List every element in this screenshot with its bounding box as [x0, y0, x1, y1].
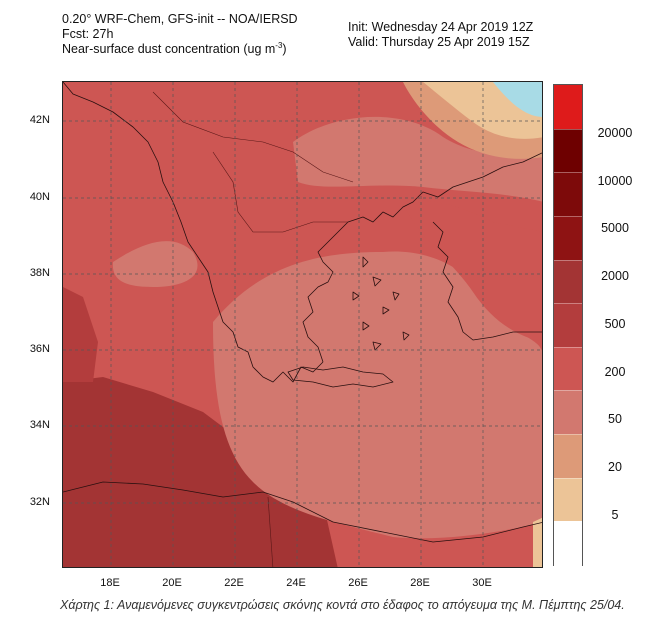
forecast-hour: Fcst: 27h: [62, 27, 114, 41]
field-missing-northeast: [493, 82, 542, 117]
coastlines: [63, 82, 542, 543]
country-borders: [152, 91, 354, 567]
lon-label-18e: 18E: [100, 577, 120, 589]
colorbar-label-20: 20: [608, 460, 622, 474]
colorbar-segment: [554, 346, 582, 392]
field-moderate-adriatic: [112, 241, 198, 287]
lat-label-38n: 38N: [29, 267, 50, 279]
colorbar-segment: [554, 303, 582, 349]
colorbar: [553, 84, 583, 567]
lon-label-22e: 22E: [224, 577, 244, 589]
lon-label-30e: 30E: [472, 577, 492, 589]
colorbar-segment: [554, 259, 582, 305]
field-high-west: [63, 287, 98, 382]
variable-title: Near-surface dust concentration (ug m-3): [62, 40, 287, 56]
colorbar-label-500: 500: [604, 317, 626, 331]
init-time: Init: Wednesday 24 Apr 2019 12Z: [348, 20, 534, 34]
coastline-anatolia: [432, 221, 542, 341]
lat-label-32n: 32N: [29, 496, 50, 508]
colorbar-label-20000: 20000: [597, 126, 633, 140]
colorbar-label-5000: 5000: [601, 221, 629, 235]
coastline-crete: [287, 366, 394, 388]
lon-label-28e: 28E: [410, 577, 430, 589]
model-title: 0.20° WRF-Chem, GFS-init -- NOA/IERSD: [62, 12, 298, 26]
colorbar-segment: [554, 215, 582, 261]
colorbar-label-50: 50: [608, 412, 622, 426]
lat-label-42n: 42N: [29, 114, 50, 126]
lon-label-26e: 26E: [348, 577, 368, 589]
colorbar-label-2000: 2000: [601, 269, 629, 283]
colorbar-segment: [554, 521, 582, 567]
colorbar-label-200: 200: [604, 365, 626, 379]
lat-label-34n: 34N: [29, 419, 50, 431]
lon-label-20e: 20E: [162, 577, 182, 589]
colorbar-segment: [554, 85, 582, 129]
lon-label-24e: 24E: [286, 577, 306, 589]
colorbar-segment: [554, 390, 582, 436]
dust-map: [62, 81, 543, 568]
figure-caption: Χάρτης 1: Αναμενόμενες συγκεντρώσεις σκό…: [60, 598, 625, 612]
lat-label-36n: 36N: [29, 343, 50, 355]
lat-label-40n: 40N: [29, 191, 50, 203]
colorbar-segment: [554, 477, 582, 523]
field-low-southeast: [533, 517, 542, 567]
field-moderate-north: [293, 116, 542, 202]
dust-map-svg: [63, 82, 542, 567]
graticule: [63, 82, 542, 567]
coastline-peloponnese: [217, 306, 324, 383]
border-libya-egypt: [267, 496, 274, 567]
field-high-southwest: [63, 377, 338, 567]
colorbar-label-10000: 10000: [597, 174, 633, 188]
colorbar-segment: [554, 434, 582, 480]
coastline-adriatic: [63, 82, 219, 308]
colorbar-segment: [554, 172, 582, 218]
coastline-mainland-east: [302, 221, 349, 363]
coastline-north-africa: [63, 481, 542, 543]
colorbar-label-5: 5: [611, 508, 619, 522]
run-times: Init: Wednesday 24 Apr 2019 12Z Valid: T…: [348, 20, 533, 50]
colorbar-segment: [554, 128, 582, 174]
valid-time: Valid: Thursday 25 Apr 2019 15Z: [348, 35, 530, 49]
header-info: 0.20° WRF-Chem, GFS-init -- NOA/IERSD Fc…: [62, 12, 298, 57]
border-balkans: [152, 91, 354, 183]
field-anatolia: [403, 200, 542, 342]
coastline-islands: [352, 256, 410, 351]
coastline-thrace: [347, 152, 542, 223]
border-greece-north: [212, 151, 348, 233]
